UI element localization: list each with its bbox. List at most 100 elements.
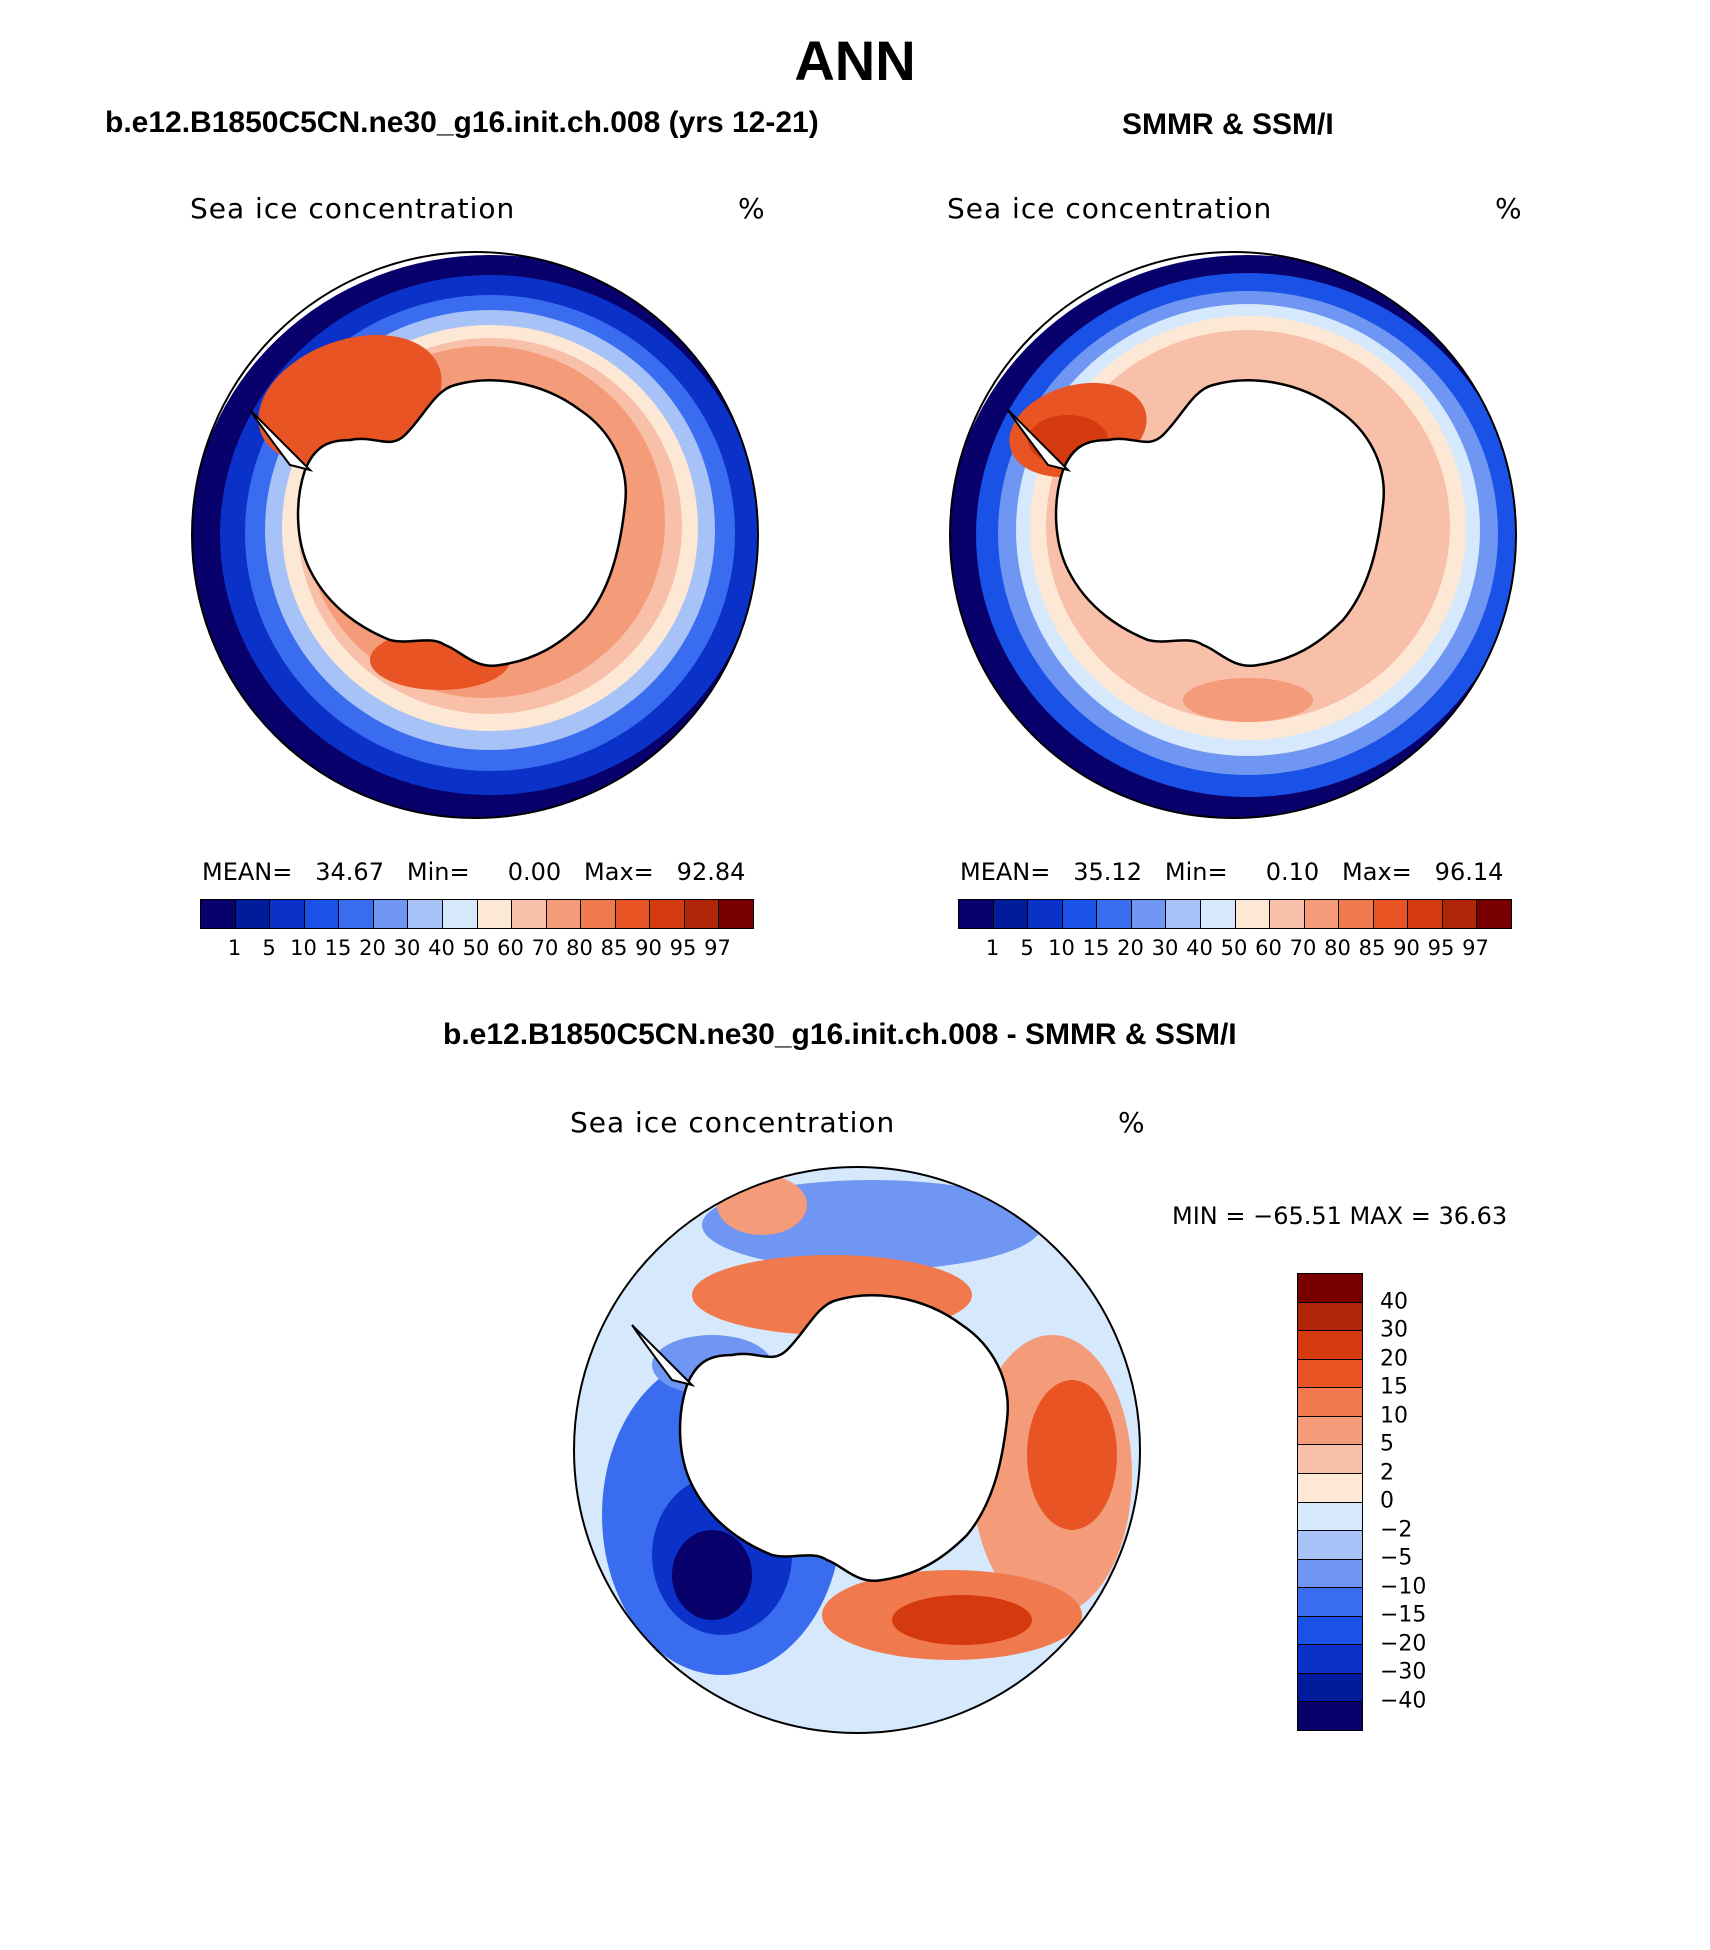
diff-colorbar-tick-label: −40 [1380,1688,1427,1713]
diff-colorbar-tick-label: 0 [1380,1488,1394,1514]
diff-colorbar-box [1298,1302,1362,1332]
panel-2-stats: MEAN= 35.12 Min= 0.10 Max= 96.14 [960,858,1504,886]
diff-colorbar-tick-label: 5 [1380,1431,1394,1457]
diff-colorbar-box [1298,1531,1362,1560]
panel-2-colorbar-tick-label: 10 [1048,936,1075,960]
panel-2-colorbar-box [1339,900,1374,928]
panel-2-colorbar-tick-label: 30 [1151,936,1179,960]
panel-2-colorbar-ticks: 1 5 10 15 20 30 40 50 60 70 80 85 90 95 97 [958,936,1510,966]
panel-1-colorbar-box [442,900,478,928]
panel-1-colorbar-box [615,900,651,928]
panel-1-colorbar-tick-label: 85 [600,936,628,960]
panel-2-colorbar-box [1062,900,1098,928]
panel-2-colorbar-box [1270,900,1305,928]
panel-1-colorbar-box [650,900,685,928]
panel-1-colorbar-box [373,900,409,928]
diff-colorbar-tick-label: −20 [1380,1631,1427,1656]
panel-1-colorbar-tick-label: 40 [428,936,455,960]
diff-colorbar-tick-label: −30 [1380,1659,1427,1685]
panel-1-colorbar-tick-label: 10 [290,936,317,960]
diff-colorbar-box [1298,1416,1362,1446]
diff-minmax: MIN = −65.51 MAX = 36.63 [1172,1202,1508,1230]
panel-2-colorbar-box [959,900,994,928]
panel-1-colorbar-box [581,900,616,928]
ice-max-weddell [258,334,442,466]
panel-1-colorbar-tick-label: 60 [497,936,524,960]
panel-1-colorbar-box [719,900,753,928]
panel-2-colorbar-box [1373,900,1409,928]
panel-1-colorbar-tick-label: 15 [324,936,352,960]
diff-colorbar-tick-label: −10 [1380,1574,1427,1599]
panel-2-colorbar-tick-label: 1 [985,936,1000,960]
diff-pos-east-core [1027,1380,1117,1530]
diff-colorbar-tick-label: −2 [1380,1517,1413,1542]
panel-2-polar-map [949,251,1517,819]
diff-colorbar-box [1298,1616,1362,1646]
panel-2-colorbar-tick-label: 5 [1020,936,1034,960]
diff-colorbar-box [1298,1473,1362,1503]
panel-2-colorbar-tick-label: 60 [1255,936,1282,960]
panel-1-colorbar-box [512,900,547,928]
panel-1-colorbar-tick-label: 50 [462,936,490,960]
panel-1-colorbar-tick-label: 20 [359,936,386,960]
panel-2-colorbar-box [1408,900,1443,928]
panel-2-colorbar-tick-label: 15 [1082,936,1110,960]
panel-1-colorbar-box [546,900,582,928]
panel-1-colorbar [200,899,754,929]
panel-1-units: % [738,192,766,225]
panel-2-title: SMMR & SSM/I [1122,108,1334,141]
antarctica-landmass [678,1294,1010,1583]
panel-2-colorbar-tick-label: 90 [1393,936,1420,960]
diff-colorbar-tick-label: 20 [1380,1346,1408,1371]
diff-colorbar-tick-label: 40 [1380,1289,1408,1314]
panel-2-colorbar-box [1097,900,1132,928]
diff-panel-title: b.e12.B1850C5CN.ne30_g16.init.ch.008 - S… [443,1018,1237,1051]
panel-1-colorbar-tick-label: 80 [566,936,593,960]
panel-2-colorbar-box [1131,900,1167,928]
diff-colorbar-tick-label: −5 [1380,1545,1413,1571]
panel-2-colorbar-box [1442,900,1478,928]
panel-2-variable: Sea ice concentration [947,192,1273,225]
antarctica-landmass [296,379,628,668]
diff-colorbar-box [1298,1559,1362,1589]
diff-colorbar-box [1298,1274,1362,1303]
panel-2-colorbar [958,899,1512,929]
panel-1-colorbar-box [201,900,236,928]
antarctica-landmass [1054,379,1386,668]
panel-2-colorbar-box [1028,900,1063,928]
panel-1-colorbar-tick-label: 95 [669,936,697,960]
diff-colorbar-tick-label: 15 [1380,1374,1408,1400]
diff-colorbar-box [1298,1702,1362,1730]
diff-colorbar-box [1298,1331,1362,1360]
diff-colorbar-box [1298,1359,1362,1389]
diff-polar-map [573,1166,1141,1734]
ice-max-ross [1183,678,1313,722]
panel-2-colorbar-box [1200,900,1236,928]
diff-colorbar-box [1298,1588,1362,1617]
panel-1-colorbar-tick-label: 1 [227,936,242,960]
antarctic-peninsula [1007,409,1072,472]
panel-2-colorbar-tick-label: 97 [1462,936,1489,960]
panel-2-colorbar-tick-label: 80 [1324,936,1351,960]
diff-colorbar-tick-label: −15 [1380,1602,1427,1628]
panel-1-stats: MEAN= 34.67 Min= 0.00 Max= 92.84 [202,858,746,886]
panel-2-colorbar-box [1304,900,1340,928]
panel-1-colorbar-ticks: 1 5 10 15 20 30 40 50 60 70 80 85 90 95 97 [200,936,752,966]
diff-panel-units: % [1118,1106,1146,1139]
panel-2-colorbar-tick-label: 95 [1427,936,1455,960]
diff-colorbar-tick-label: 30 [1380,1317,1408,1343]
panel-1-variable: Sea ice concentration [190,192,516,225]
panel-1-colorbar-tick-label: 90 [635,936,662,960]
diff-colorbar-ticks: 40 30 20 15 10 5 2 0 −2 −5 −10 −15 −20 −30 −40 [1380,1273,1500,1729]
panel-1-colorbar-tick-label: 5 [262,936,276,960]
panel-2-colorbar-tick-label: 85 [1358,936,1386,960]
panel-1-colorbar-tick-label: 70 [531,936,559,960]
diff-colorbar [1297,1273,1363,1731]
diff-colorbar-tick-label: 2 [1380,1460,1394,1485]
diff-colorbar-tick-label: 10 [1380,1403,1408,1428]
panel-1-colorbar-box [270,900,305,928]
diff-colorbar-box [1298,1673,1362,1703]
panel-1-colorbar-box [408,900,443,928]
diff-colorbar-box [1298,1388,1362,1417]
panel-1-colorbar-box [684,900,720,928]
